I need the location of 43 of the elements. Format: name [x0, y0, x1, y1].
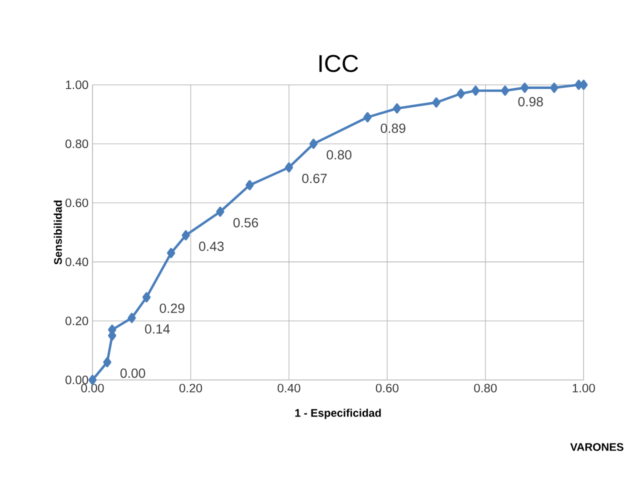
- annotation: 0.98: [518, 97, 543, 107]
- x-tick-label: 0.60: [376, 384, 398, 393]
- point: [392, 104, 402, 114]
- x-axis-title: 1 - Especificidad: [295, 408, 381, 420]
- point: [309, 138, 318, 150]
- point: [471, 86, 480, 96]
- y-tick-label: 0.20: [66, 316, 88, 326]
- annotation: 0.89: [380, 124, 406, 134]
- x-tick-label: 1.00: [572, 384, 595, 393]
- point: [284, 162, 294, 173]
- point: [456, 88, 465, 99]
- x-tick-label: 0.00: [81, 384, 104, 393]
- annotation: 0.56: [233, 218, 258, 228]
- annotation: 0.80: [326, 150, 352, 160]
- text: VARONES: [570, 443, 624, 452]
- y-tick-label: 0.60: [66, 198, 88, 208]
- y-tick-label: 1.00: [66, 80, 88, 90]
- point: [363, 112, 372, 123]
- point: [550, 82, 558, 94]
- point: [182, 230, 190, 241]
- chart-title: ICC: [319, 55, 358, 72]
- point: [142, 292, 151, 303]
- annotation: 0.67: [302, 174, 327, 184]
- point: [103, 357, 112, 368]
- x-tick-label: 0.80: [474, 384, 497, 393]
- point: [520, 82, 529, 94]
- annotation: 0.43: [199, 242, 224, 252]
- y-axis-title: Sensibilidad: [54, 200, 62, 265]
- point: [128, 313, 136, 324]
- x-tick-label: 0.40: [278, 384, 300, 393]
- annotation: 0.14: [145, 324, 170, 334]
- annotation: 0.29: [160, 304, 184, 314]
- y-tick-label: 0.80: [66, 140, 88, 148]
- point: [166, 248, 176, 258]
- y-tick-label: 0.40: [66, 258, 88, 266]
- point: [246, 180, 254, 190]
- annotation: 0.00: [120, 368, 146, 378]
- y-tick-label: 0.00: [66, 376, 88, 384]
- point: [216, 206, 224, 217]
- point: [580, 80, 588, 90]
- point: [432, 98, 440, 108]
- point: [500, 86, 510, 96]
- x-tick-label: 0.20: [179, 384, 202, 393]
